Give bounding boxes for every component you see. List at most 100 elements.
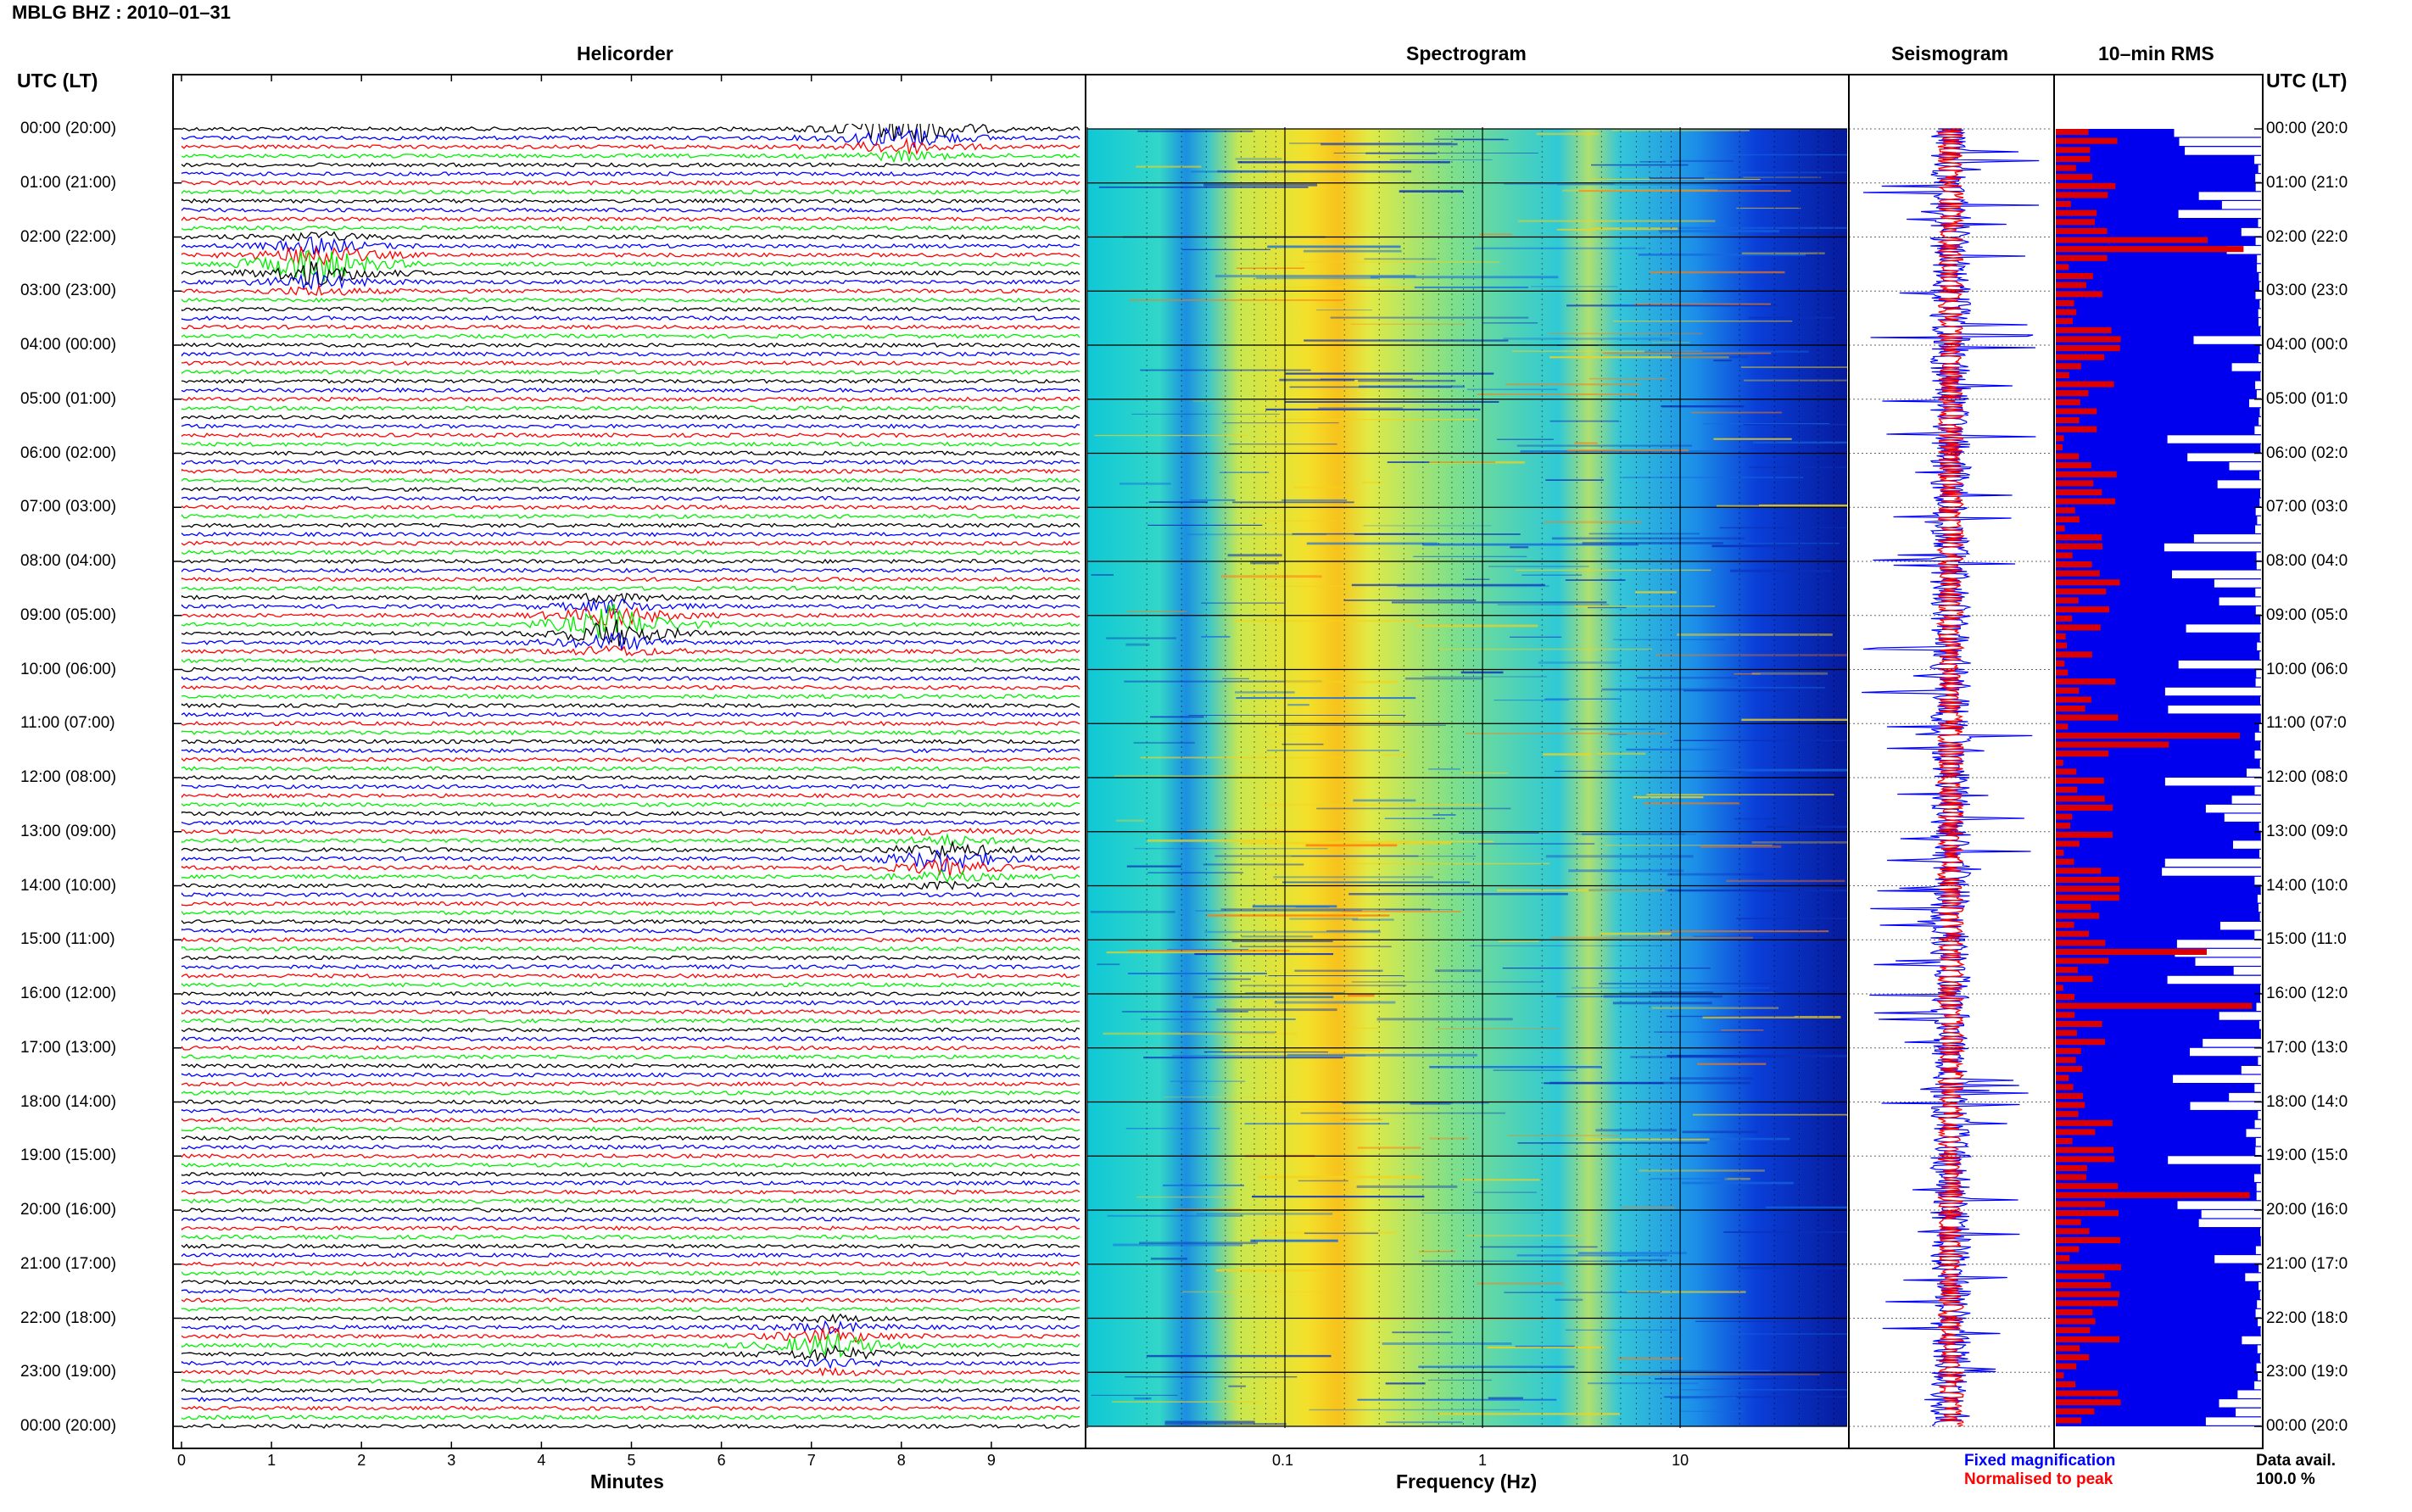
spectrogram-streak — [1650, 1178, 1728, 1180]
right-hour-label: 05:00 (01:0 — [2266, 390, 2348, 409]
rms-red-bar — [2056, 859, 2074, 865]
rms-blue-bar-gap — [2259, 300, 2261, 308]
left-hour-label: 09:00 (05:00) — [20, 606, 116, 625]
spectrogram-streak — [1331, 317, 1529, 319]
spectrogram-streak — [1240, 946, 1392, 948]
spectrogram-streak — [1413, 556, 1527, 557]
spectrogram-streak — [1437, 1413, 1621, 1415]
helicorder-x-tick-label: 2 — [357, 1452, 366, 1470]
spectrogram-streak — [1504, 338, 1670, 339]
spectrogram-streak — [1228, 1386, 1246, 1387]
rms-blue-bar-gap — [2194, 534, 2261, 542]
rms-red-bar — [2056, 526, 2065, 532]
helicorder-trace — [181, 881, 1080, 889]
spectrogram-streak — [1434, 139, 1504, 140]
helicorder-trace — [181, 1425, 1080, 1428]
rms-blue-bar-gap — [2191, 1102, 2262, 1110]
rms-red-bar — [2056, 742, 2169, 748]
spectrogram-streak — [1654, 1031, 1761, 1032]
spectrogram-streak — [1724, 1178, 1750, 1180]
helicorder-trace — [181, 361, 1080, 365]
rms-blue-bar-gap — [2245, 1273, 2261, 1280]
helicorder-trace — [181, 1100, 1080, 1103]
rms-red-bar — [2056, 868, 2101, 873]
rms-red-bar — [2056, 1381, 2075, 1387]
rms-red-bar — [2056, 1057, 2076, 1063]
spectrogram-streak — [1191, 170, 1268, 172]
spectrogram-streak — [1661, 1370, 1770, 1371]
rms-red-bar — [2056, 814, 2072, 820]
helicorder-trace — [181, 712, 1080, 716]
left-hour-label: 13:00 (09:00) — [20, 823, 116, 841]
spectrogram-streak — [1170, 1080, 1246, 1082]
rms-blue-bar-gap — [2258, 1282, 2261, 1290]
helicorder-x-tick-label: 0 — [177, 1452, 186, 1470]
rms-red-bar — [2056, 643, 2067, 649]
rms-red-bar — [2056, 589, 2106, 594]
helicorder-x-tick-label: 8 — [897, 1452, 906, 1470]
spectrogram-streak — [1352, 584, 1545, 586]
spectrogram-streak — [1358, 1399, 1557, 1401]
spectrogram-streak — [1281, 499, 1347, 501]
spectrogram-streak — [1203, 184, 1317, 187]
rms-blue-bar-gap — [2259, 282, 2261, 290]
helicorder-trace — [181, 1208, 1080, 1212]
rms-blue-bar-gap — [2254, 1084, 2261, 1091]
spectrogram-streak — [1691, 412, 1782, 414]
spectrogram-streak — [1299, 261, 1499, 262]
spectrogram-streak — [1103, 1033, 1298, 1035]
rms-red-bar — [2056, 723, 2068, 729]
spectrogram-streak — [1660, 227, 1870, 229]
helicorder-trace — [181, 1369, 1080, 1376]
helicorder-trace — [181, 533, 1080, 536]
left-hour-label: 16:00 (12:00) — [20, 985, 116, 1003]
spectrogram-streak — [1713, 438, 1791, 440]
spectrogram-streak — [1237, 161, 1450, 163]
right-hour-label: 21:00 (17:0 — [2266, 1255, 2348, 1274]
spectrogram-streak — [1597, 753, 1646, 756]
rms-red-bar — [2056, 1255, 2069, 1261]
rms-red-bar — [2056, 480, 2093, 486]
spectrogram-streak — [1294, 970, 1382, 972]
spectrogram-streak — [1106, 638, 1176, 639]
rms-blue-bar-gap — [2168, 976, 2261, 984]
rms-blue-bar-gap — [2260, 985, 2261, 992]
spectrogram-streak — [1392, 1331, 1450, 1333]
rms-red-bar — [2056, 399, 2080, 405]
spectrogram-streak — [1571, 728, 1655, 729]
helicorder-trace — [181, 550, 1080, 554]
helicorder-trace — [181, 1327, 1080, 1343]
spectrogram-streak — [1667, 873, 1764, 876]
spectrogram-streak — [1574, 443, 1597, 444]
rms-blue-bar-gap — [2230, 462, 2262, 470]
spectrogram-streak — [1681, 1389, 1880, 1390]
spectrogram-streak — [1438, 649, 1652, 650]
spectrogram-streak — [1482, 322, 1538, 323]
helicorder-trace — [181, 172, 1080, 176]
rms-blue-bar-gap — [2258, 1264, 2261, 1272]
spectrogram-streak — [1141, 1018, 1296, 1019]
spectrogram-streak — [1119, 483, 1171, 485]
rms-red-bar — [2056, 1247, 2079, 1253]
rms-red-bar — [2056, 372, 2069, 378]
rms-red-bar — [2056, 967, 2078, 973]
rms-title: 10–min RMS — [2098, 42, 2214, 65]
helicorder-trace — [181, 1388, 1080, 1392]
spectrogram-streak — [1242, 287, 1417, 288]
helicorder-trace — [181, 151, 1080, 162]
left-hour-label: 14:00 (10:00) — [20, 877, 116, 895]
spectrogram-streak — [1655, 654, 1876, 656]
rms-blue-bar-gap — [2257, 552, 2261, 560]
spectrogram-streak — [1134, 848, 1327, 850]
spectrogram-streak — [1578, 190, 1790, 192]
spectrogram-streak — [1477, 393, 1639, 394]
rms-red-bar — [2056, 165, 2076, 171]
rms-blue-bar-gap — [2260, 444, 2261, 452]
rms-blue-bar-gap — [2258, 895, 2261, 902]
helicorder-trace — [181, 749, 1080, 752]
left-hour-label: 00:00 (20:00) — [20, 120, 116, 138]
spectrogram-streak — [1250, 1240, 1337, 1242]
rms-red-bar — [2056, 300, 2074, 306]
rms-blue-bar-gap — [2199, 192, 2261, 199]
rms-red-bar — [2056, 1084, 2074, 1090]
